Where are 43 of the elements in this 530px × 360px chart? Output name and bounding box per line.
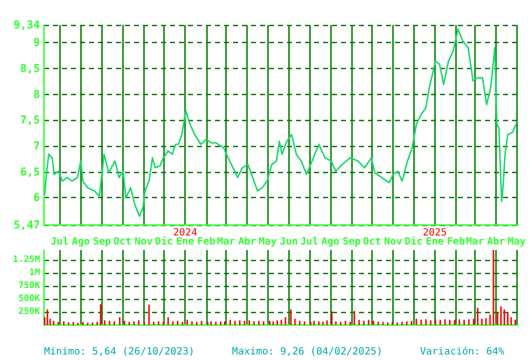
x2-tick-label: 2025 xyxy=(422,228,447,238)
text: Minimo: 5,64 (26/10/2023) xyxy=(44,346,195,358)
x-tick-label: Ene xyxy=(426,236,444,248)
y-tick-label: 750K xyxy=(18,280,41,291)
text: Variación: 64% xyxy=(420,346,504,358)
y-tick-label: 8 xyxy=(33,88,40,101)
x-tick-label: May xyxy=(508,236,526,248)
x-tick-label: Jul xyxy=(300,236,318,248)
y-tick-label: 6,5 xyxy=(20,165,40,178)
y-tick-label: 250K xyxy=(18,306,41,317)
x-tick-label: Sep xyxy=(92,236,111,248)
y-tick-label: 1.25M xyxy=(12,254,41,265)
x-tick-label: Nov xyxy=(134,236,153,248)
text: Maximo: 9,26 (04/02/2025) xyxy=(232,346,383,358)
x-tick-label: Feb xyxy=(197,236,216,248)
y-tick-label: 1M xyxy=(29,268,41,278)
y-tick-label: 8,5 xyxy=(20,62,40,75)
x-tick-label: Jun xyxy=(280,236,298,248)
x-tick-label: Oct xyxy=(363,236,382,248)
x-tick-label: Abr xyxy=(487,236,506,248)
x-tick-label: Nov xyxy=(384,236,402,248)
y-tick-label: 9,34 xyxy=(14,18,40,32)
x2-tick-label: 2024 xyxy=(173,228,198,238)
x-tick-label: Dic xyxy=(155,236,174,248)
x-tick-label: Feb xyxy=(446,236,465,248)
y-tick-label: 5,47 xyxy=(14,218,40,232)
y-tick-label: 500K xyxy=(18,294,41,304)
x-tick-label: Mar xyxy=(217,236,236,248)
x-tick-label: Mar xyxy=(466,236,484,248)
line-series xyxy=(44,28,517,217)
x-tick-label: May xyxy=(258,236,277,248)
x-tick-label: Jul xyxy=(50,236,69,248)
y-tick-label: 7 xyxy=(33,139,40,152)
x-tick-label: Ago xyxy=(321,236,340,248)
x-tick-label: Ago xyxy=(72,236,90,248)
y-tick-label: 7,5 xyxy=(20,114,40,127)
x-tick-label: Abr xyxy=(238,236,256,248)
x-tick-label: Ene xyxy=(176,236,194,248)
x-tick-label: Sep xyxy=(342,236,361,248)
y-tick-label: 9 xyxy=(33,36,40,50)
x-tick-label: Oct xyxy=(113,236,132,248)
x-tick-label: Dic xyxy=(404,236,423,248)
y-tick-label: 6 xyxy=(33,191,40,204)
